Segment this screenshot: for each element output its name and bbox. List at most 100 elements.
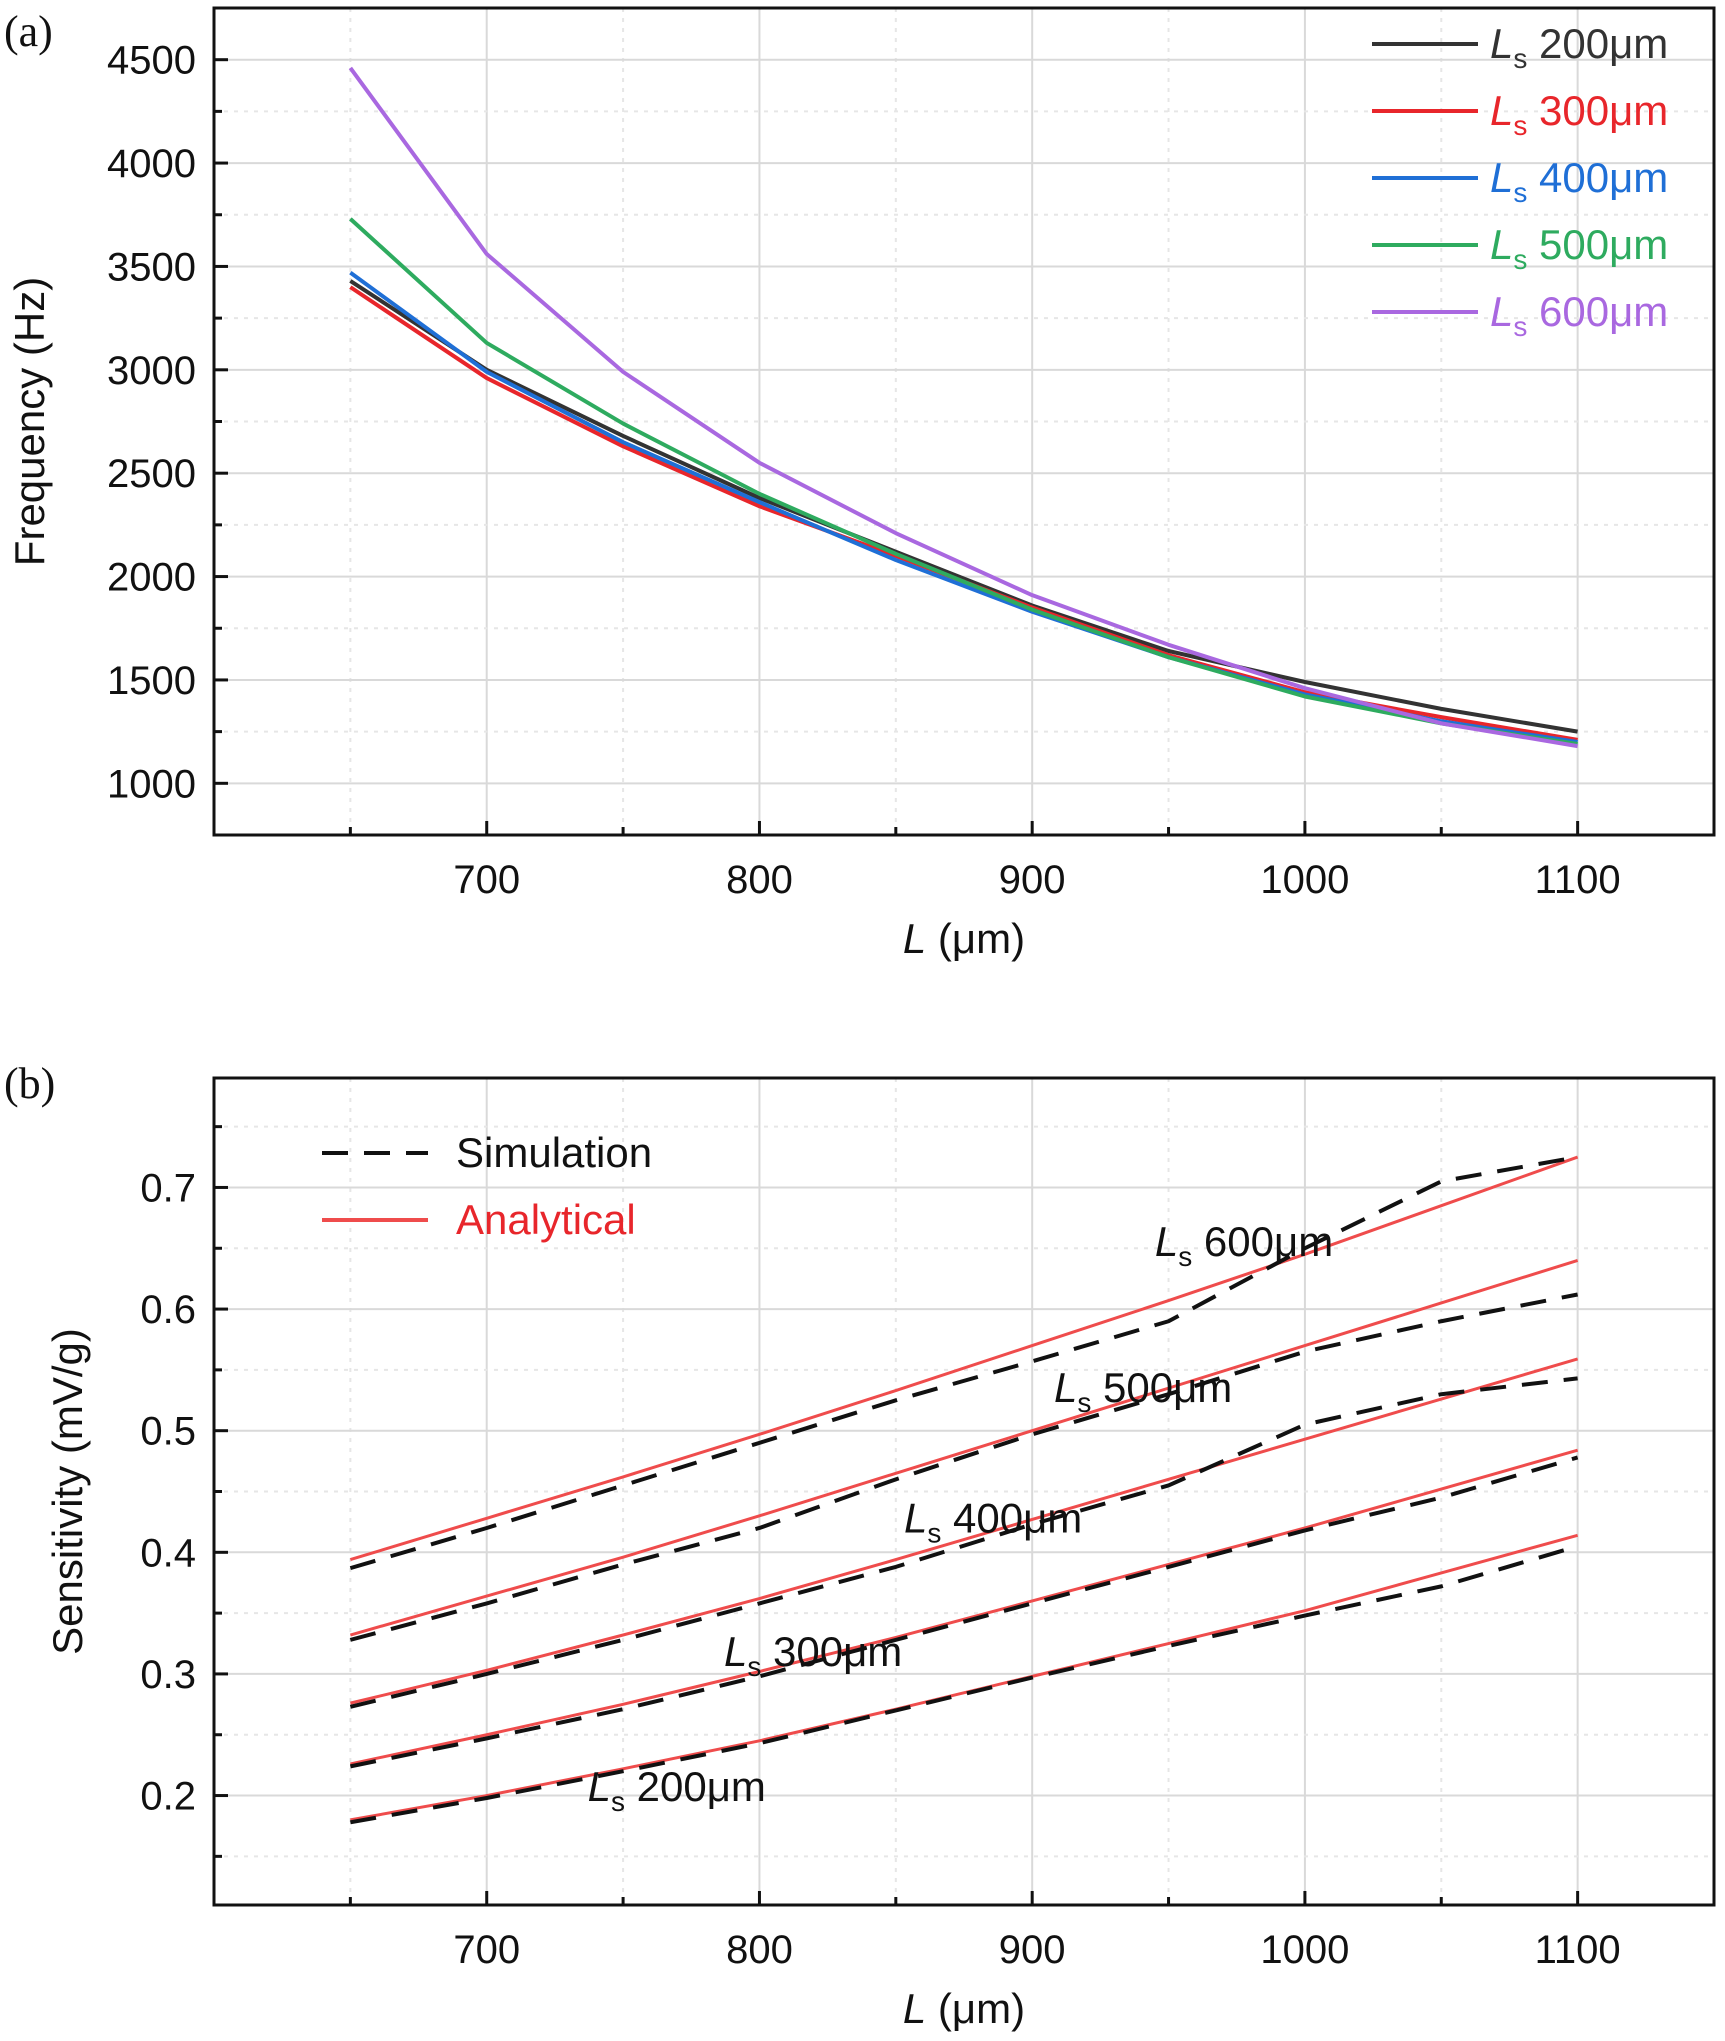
legend-entry: Analytical xyxy=(456,1196,636,1243)
annotation-var: L xyxy=(904,1494,927,1541)
series-simulation-400μm xyxy=(349,1376,1578,1709)
series-line-400μm xyxy=(349,271,1578,744)
annotation-var: L xyxy=(1155,1218,1178,1265)
y-tick-label: 3500 xyxy=(107,245,196,289)
x-tick-label: 900 xyxy=(999,858,1066,902)
grid xyxy=(214,1078,1715,1905)
legend-entry-sub: s xyxy=(1513,177,1527,208)
x-tick-label: 1000 xyxy=(1260,1928,1349,1972)
y-tick-label: 4000 xyxy=(107,142,196,186)
legend-entry: Ls 300μm xyxy=(1490,87,1668,141)
x-tick-label: 700 xyxy=(453,858,520,902)
legend-entry-name: 200μm xyxy=(1527,20,1668,67)
annotation-value: 300μm xyxy=(761,1628,902,1675)
legend-entry: Ls 600μm xyxy=(1490,288,1668,342)
legend-entry-name: 500μm xyxy=(1527,221,1668,268)
y-tick-label: 2000 xyxy=(107,556,196,600)
curve-annotation: Ls 400μm xyxy=(904,1494,1082,1548)
annotation-value: 600μm xyxy=(1192,1218,1333,1265)
y-tick-label: 1000 xyxy=(107,762,196,806)
series-analytical-200μm xyxy=(350,1533,1579,1822)
series-line-500μm xyxy=(349,217,1578,747)
y-tick-label: 0.5 xyxy=(140,1410,196,1454)
x-tick-label: 700 xyxy=(453,1928,520,1972)
legend-entry-name: 600μm xyxy=(1527,288,1668,335)
annotation-sub: s xyxy=(927,1517,941,1548)
y-tick-label: 0.7 xyxy=(140,1166,196,1210)
y-axis-label: Frequency (Hz) xyxy=(6,277,53,566)
legend: Simulation Analytical xyxy=(322,1129,652,1243)
panel-a-frequency-chart: 700 800 900 1000 1100 1000 1500 2000 2500 3000 350… xyxy=(4,6,1716,962)
legend-entry-var: L xyxy=(1490,20,1513,67)
annotation-sub: s xyxy=(1178,1241,1192,1272)
series-simulation-600μm xyxy=(349,1155,1578,1571)
curve-annotation: Ls 600μm xyxy=(1155,1218,1333,1272)
legend-entry: Simulation xyxy=(456,1129,652,1176)
series-group xyxy=(349,1155,1579,1825)
annotation-sub: s xyxy=(611,1786,625,1817)
panel-label: (b) xyxy=(4,1059,55,1108)
series-simulation-300μm xyxy=(349,1455,1579,1769)
curve-annotation: Ls 500μm xyxy=(1054,1364,1232,1418)
series-analytical-400μm xyxy=(350,1357,1579,1705)
x-axis-label: L (μm) xyxy=(903,1985,1025,2032)
x-axis-label-unit: (μm) xyxy=(926,915,1025,962)
x-axis-label: L (μm) xyxy=(903,915,1025,962)
y-tick-label: 0.4 xyxy=(140,1531,196,1575)
curve-annotation: Ls 200μm xyxy=(588,1763,766,1817)
series-line-300μm xyxy=(349,285,1578,742)
y-tick-label: 2500 xyxy=(107,452,196,496)
ticks: 700 800 900 1000 1100 0.2 0.3 0.4 0.5 0.6 0.7 xyxy=(140,1125,1716,1972)
x-tick-label: 1000 xyxy=(1260,858,1349,902)
legend-entry-sub: s xyxy=(1513,110,1527,141)
x-tick-label: 800 xyxy=(726,858,793,902)
y-tick-label: 0.2 xyxy=(140,1775,196,1819)
x-tick-label: 1100 xyxy=(1535,1928,1621,1972)
legend-entry: Ls 400μm xyxy=(1490,154,1668,208)
x-tick-label: 800 xyxy=(726,1928,793,1972)
series-line-200μm xyxy=(349,279,1578,734)
x-axis-label-var: L xyxy=(903,915,926,962)
series-simulation-500μm xyxy=(349,1292,1579,1642)
annotation-value: 200μm xyxy=(625,1763,766,1810)
x-tick-label: 1100 xyxy=(1535,858,1621,902)
x-axis-label-var: L xyxy=(903,1985,926,2032)
legend-entry-sub: s xyxy=(1513,43,1527,74)
series-analytical-600μm xyxy=(349,1155,1579,1562)
legend-entry-var: L xyxy=(1490,288,1513,335)
curve-annotation: Ls 300μm xyxy=(724,1628,902,1682)
legend-entry-name: 300μm xyxy=(1527,87,1668,134)
y-tick-label: 1500 xyxy=(107,659,196,703)
legend-entry: Ls 200μm xyxy=(1490,20,1668,74)
x-tick-label: 900 xyxy=(999,1928,1066,1972)
legend-entry-var: L xyxy=(1490,221,1513,268)
y-tick-label: 0.3 xyxy=(140,1653,196,1697)
series-analytical-300μm xyxy=(350,1448,1579,1766)
x-axis-label-unit: (μm) xyxy=(926,1985,1025,2032)
ticks: 700 800 900 1000 1100 1000 1500 2000 2500 3000 350… xyxy=(107,39,1716,902)
annotation-var: L xyxy=(588,1763,611,1810)
legend-entry-name: 400μm xyxy=(1527,154,1668,201)
legend-entry: Ls 500μm xyxy=(1490,221,1668,275)
legend-entry-var: L xyxy=(1490,154,1513,201)
annotation-value: 500μm xyxy=(1091,1364,1232,1411)
y-axis-label: Sensitivity (mV/g) xyxy=(44,1328,91,1655)
y-tick-label: 0.6 xyxy=(140,1288,196,1332)
legend-entry-var: L xyxy=(1490,87,1513,134)
grid xyxy=(214,8,1715,835)
series-group xyxy=(348,66,1578,749)
panel-b-sensitivity-chart: 700 800 900 1000 1100 0.2 0.3 0.4 0.5 0.6 0.7 L (μm… xyxy=(4,1059,1716,2032)
annotation-value: 400μm xyxy=(941,1494,1082,1541)
annotation-var: L xyxy=(1054,1364,1077,1411)
panel-label: (a) xyxy=(4,7,53,56)
annotation-var: L xyxy=(724,1628,747,1675)
annotation-sub: s xyxy=(747,1651,761,1682)
legend-entry-sub: s xyxy=(1513,311,1527,342)
y-tick-label: 4500 xyxy=(107,39,196,83)
annotation-sub: s xyxy=(1077,1387,1091,1418)
series-line-600μm xyxy=(348,66,1578,749)
series-analytical-500μm xyxy=(349,1258,1579,1637)
